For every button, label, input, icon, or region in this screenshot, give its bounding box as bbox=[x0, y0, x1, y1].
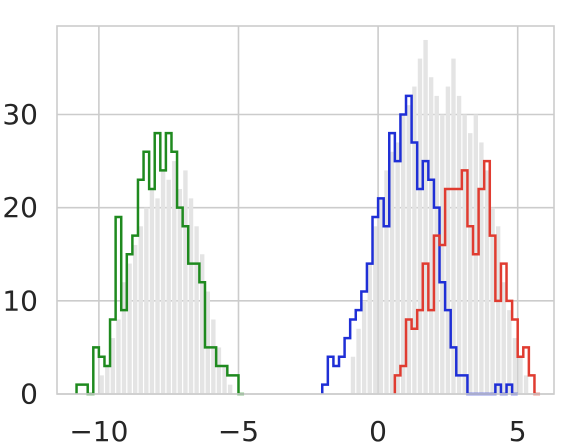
combined-bar-48 bbox=[484, 170, 490, 394]
series-outline-2 bbox=[393, 159, 541, 396]
combined-bar-4 bbox=[121, 282, 127, 394]
combined-bar-12 bbox=[166, 179, 171, 394]
combined-bar-25 bbox=[356, 328, 361, 394]
combined-bar-47 bbox=[479, 142, 484, 394]
combined-bar-23 bbox=[227, 384, 233, 394]
combined-bar-44 bbox=[462, 114, 467, 394]
combined-bar-38 bbox=[428, 77, 434, 394]
y-tick-label-3: 30 bbox=[2, 98, 38, 131]
combined-bar-1 bbox=[105, 366, 110, 394]
combined-bar-33 bbox=[401, 114, 406, 394]
combined-bar-26 bbox=[361, 300, 367, 394]
combined-bar-43 bbox=[456, 95, 462, 395]
combined-bar-5 bbox=[127, 263, 132, 394]
combined-bar-35 bbox=[412, 86, 417, 395]
combined-bar-55 bbox=[523, 375, 529, 394]
combined-bar-39 bbox=[434, 95, 439, 395]
combined-bar-37 bbox=[423, 39, 428, 395]
combined-bar-13 bbox=[172, 161, 177, 394]
combined-bar-45 bbox=[468, 133, 473, 395]
y-tick-label-2: 20 bbox=[2, 191, 38, 224]
combined-bar-8 bbox=[144, 207, 149, 394]
combined-bar-31 bbox=[389, 151, 395, 394]
combined-bar-51 bbox=[501, 282, 506, 394]
plot-frame bbox=[56, 25, 555, 395]
combined-bar-2 bbox=[110, 338, 116, 394]
x-tick-label-0: −10 bbox=[69, 415, 128, 447]
combined-bar-0 bbox=[99, 375, 104, 394]
combined-bar-40 bbox=[440, 114, 445, 394]
combined-bar-18 bbox=[199, 254, 205, 394]
x-axis-tick-labels: −10 −5 0 5 bbox=[69, 415, 526, 447]
combined-bar-49 bbox=[490, 207, 495, 394]
combined-bar-36 bbox=[417, 58, 423, 394]
combined-bar-30 bbox=[384, 170, 389, 394]
combined-bar-17 bbox=[194, 226, 199, 394]
x-tick-label-3: 5 bbox=[509, 415, 527, 447]
combined-bar-52 bbox=[507, 310, 512, 394]
combined-bar-21 bbox=[216, 347, 222, 394]
combined-bar-28 bbox=[373, 226, 378, 394]
combined-bar-34 bbox=[406, 105, 412, 394]
y-tick-label-1: 10 bbox=[2, 284, 38, 317]
combined-bar-14 bbox=[177, 189, 183, 394]
combined-bar-24 bbox=[350, 356, 356, 394]
combined-bar-6 bbox=[132, 244, 138, 394]
combined-bar-54 bbox=[518, 356, 523, 394]
y-axis-tick-labels: 0 10 20 30 bbox=[2, 98, 38, 410]
y-tick-label-0: 0 bbox=[20, 378, 38, 411]
combined-bar-20 bbox=[211, 319, 216, 394]
combined-bar-50 bbox=[495, 226, 501, 394]
combined-bar-9 bbox=[149, 189, 155, 394]
combined-bar-32 bbox=[395, 142, 400, 394]
combined-bar-3 bbox=[116, 319, 121, 394]
combined-bar-7 bbox=[138, 226, 143, 394]
combined-bar-27 bbox=[367, 263, 372, 394]
combined-histogram-bars bbox=[99, 39, 529, 395]
series-outline-0 bbox=[75, 131, 245, 396]
combined-bar-16 bbox=[188, 198, 194, 394]
x-tick-label-1: −5 bbox=[218, 415, 259, 447]
combined-bar-22 bbox=[222, 366, 227, 394]
combined-bar-41 bbox=[445, 86, 451, 395]
combined-bar-53 bbox=[512, 338, 518, 394]
combined-bar-11 bbox=[160, 170, 166, 394]
combined-bar-29 bbox=[378, 198, 384, 394]
combined-bar-42 bbox=[451, 58, 456, 394]
x-tick-label-2: 0 bbox=[369, 415, 387, 447]
combined-bar-15 bbox=[183, 170, 188, 394]
combined-bar-10 bbox=[155, 198, 160, 394]
combined-bar-19 bbox=[205, 291, 210, 394]
